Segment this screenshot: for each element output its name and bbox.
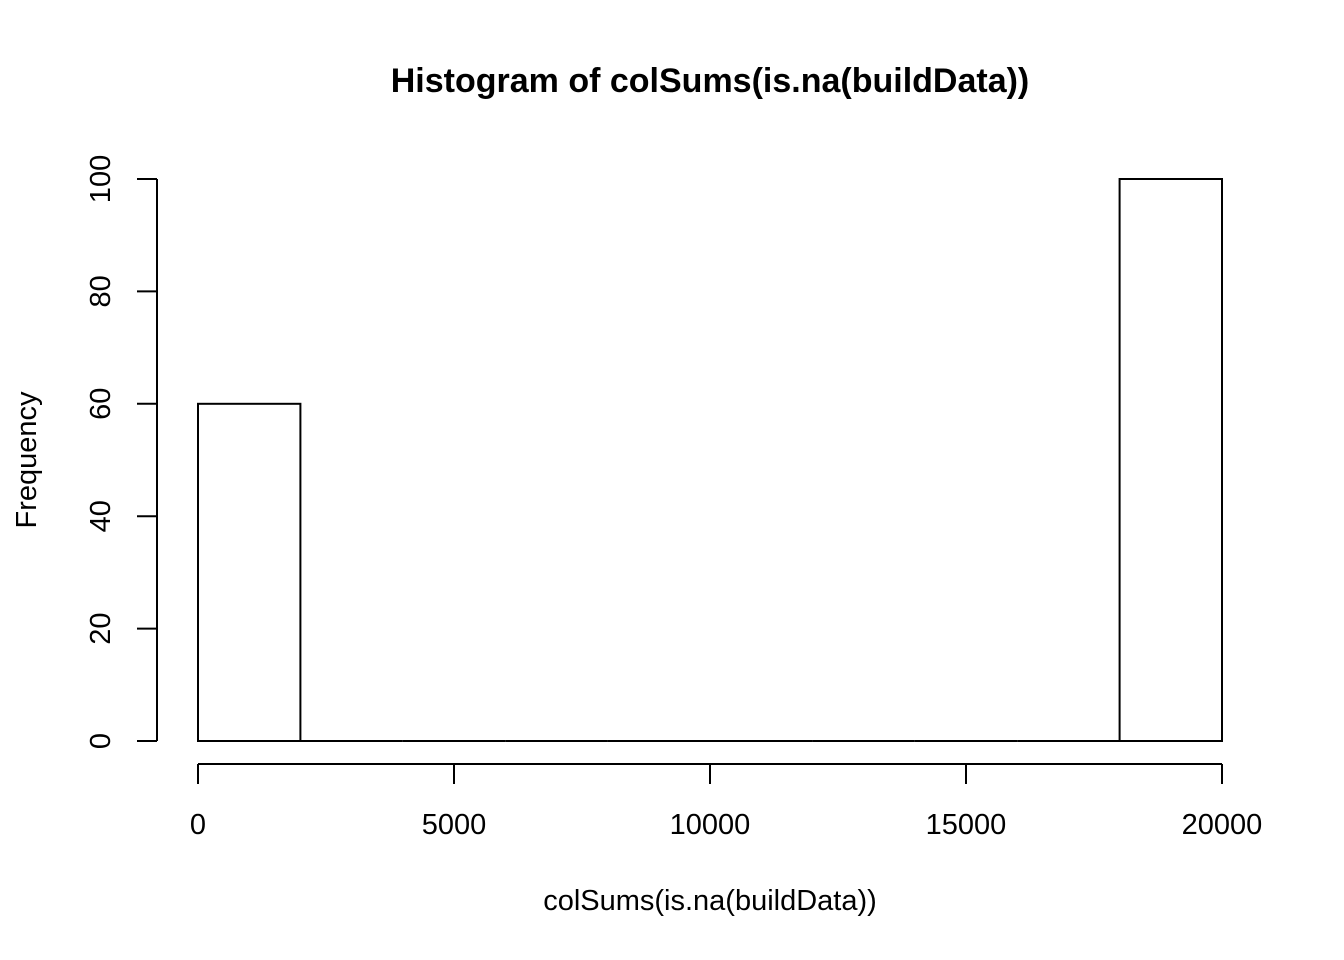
x-tick-label: 5000 [422, 809, 487, 841]
y-tick-label: 20 [85, 612, 117, 644]
chart-title: Histogram of colSums(is.na(buildData)) [391, 62, 1030, 100]
histogram-bar [197, 402, 302, 742]
x-axis: 0 5000 10000 15000 20000 [190, 763, 1263, 841]
x-tick-label: 15000 [926, 809, 1007, 841]
y-tick-label: 0 [85, 733, 117, 749]
y-tick-label: 60 [85, 388, 117, 420]
x-tick-label: 20000 [1182, 809, 1263, 841]
bars-group [197, 178, 1223, 742]
y-axis: 0 20 40 60 80 100 [85, 155, 158, 749]
y-tick-label: 40 [85, 500, 117, 532]
histogram-bar [1118, 178, 1223, 742]
y-axis-label: Frequency [11, 391, 43, 529]
x-axis-label: colSums(is.na(buildData)) [543, 885, 877, 917]
y-tick-label: 80 [85, 275, 117, 307]
y-tick-label: 100 [85, 155, 117, 203]
x-tick-label: 10000 [670, 809, 751, 841]
x-tick-label: 0 [190, 809, 206, 841]
